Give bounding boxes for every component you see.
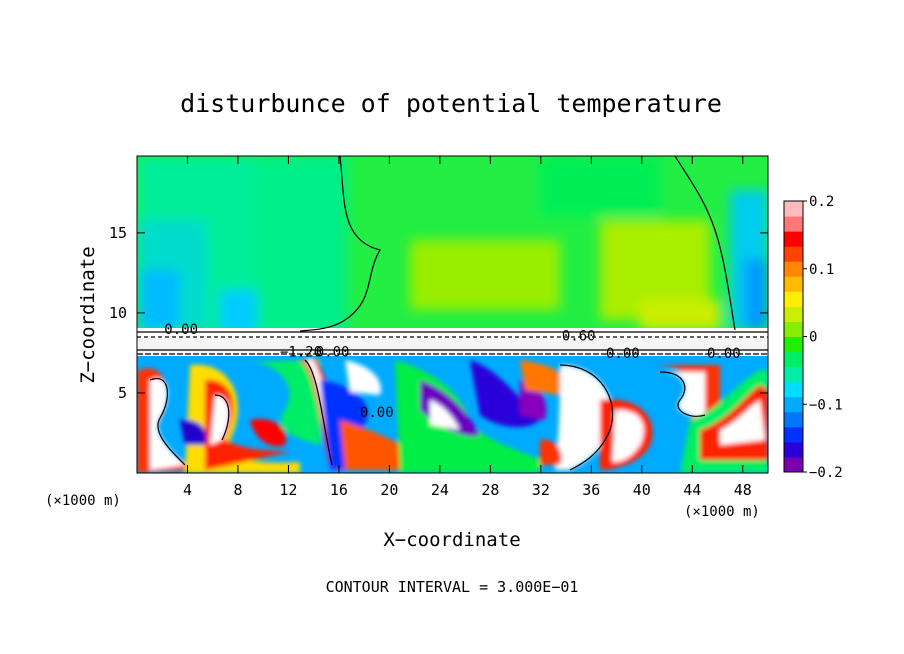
heatmap-field bbox=[137, 156, 768, 473]
colorbar-swatch bbox=[784, 426, 803, 443]
y-tick-label: 5 bbox=[118, 384, 127, 402]
colorbar-swatch bbox=[784, 276, 803, 292]
colorbar-ticks: 0.2 0.1 0 −0.1 −0.2 bbox=[803, 194, 843, 481]
y-axis-ticks: 5 10 15 bbox=[109, 224, 768, 402]
chart-title: disturbunce of potential temperature bbox=[180, 89, 722, 118]
colorbar-swatch bbox=[784, 366, 803, 383]
x-unit-right: (×1000 m) bbox=[684, 504, 760, 520]
contour-label: 0.00 bbox=[164, 322, 198, 338]
contour-label: 0.00 bbox=[316, 344, 350, 360]
x-tick-label: 44 bbox=[683, 481, 701, 499]
colorbar-swatch bbox=[784, 291, 803, 307]
x-tick-label: 32 bbox=[532, 481, 550, 499]
contour-label: 0.00 bbox=[360, 405, 394, 421]
x-tick-label: 20 bbox=[380, 481, 398, 499]
contour-label: 0.00 bbox=[606, 346, 640, 362]
x-tick-label: 12 bbox=[279, 481, 297, 499]
colorbar-tick-label: 0.1 bbox=[809, 262, 834, 278]
y-tick-label: 15 bbox=[109, 224, 127, 242]
colorbar-tick-label: 0 bbox=[809, 330, 817, 346]
contour-label: 0.60 bbox=[562, 328, 596, 344]
x-unit-left: (×1000 m) bbox=[45, 493, 121, 509]
colorbar-swatch bbox=[784, 411, 803, 428]
colorbar-tick-label: 0.2 bbox=[809, 194, 834, 210]
colorbar-swatch bbox=[784, 306, 803, 322]
colorbar-swatch bbox=[784, 216, 803, 232]
colorbar bbox=[784, 201, 803, 473]
colorbar-swatch bbox=[784, 381, 803, 398]
y-tick-label: 10 bbox=[109, 304, 127, 322]
plot-frame bbox=[136, 155, 769, 474]
colorbar-swatch bbox=[784, 396, 803, 413]
colorbar-tick-label: −0.2 bbox=[809, 465, 843, 481]
x-tick-label: 28 bbox=[481, 481, 499, 499]
colorbar-swatch bbox=[784, 441, 803, 458]
contour-label: 0.00 bbox=[707, 346, 741, 362]
colorbar-swatch bbox=[784, 201, 803, 217]
x-tick-label: 48 bbox=[734, 481, 752, 499]
x-tick-label: 16 bbox=[330, 481, 348, 499]
colorbar-swatch bbox=[784, 261, 803, 277]
colorbar-tick-label: −0.1 bbox=[809, 397, 843, 413]
contour-lines bbox=[137, 156, 768, 471]
colorbar-swatch bbox=[784, 336, 803, 353]
x-tick-label: 8 bbox=[233, 481, 242, 499]
x-tick-label: 36 bbox=[582, 481, 600, 499]
contour-label: −1.20 bbox=[280, 344, 322, 360]
colorbar-swatch bbox=[784, 246, 803, 262]
x-tick-label: 40 bbox=[633, 481, 651, 499]
y-axis-label: Z−coordinate bbox=[77, 246, 99, 383]
x-axis-label: X−coordinate bbox=[383, 529, 520, 551]
colorbar-swatch bbox=[784, 231, 803, 247]
colorbar-swatch bbox=[784, 321, 803, 337]
x-tick-label: 24 bbox=[431, 481, 449, 499]
x-tick-label: 4 bbox=[183, 481, 192, 499]
contour-interval-note: CONTOUR INTERVAL = 3.000E−01 bbox=[326, 578, 579, 596]
colorbar-swatch bbox=[784, 351, 803, 368]
x-axis-ticks: 4 8 12 16 20 24 28 32 36 40 44 48 bbox=[183, 156, 752, 499]
colorbar-swatch bbox=[784, 456, 803, 473]
